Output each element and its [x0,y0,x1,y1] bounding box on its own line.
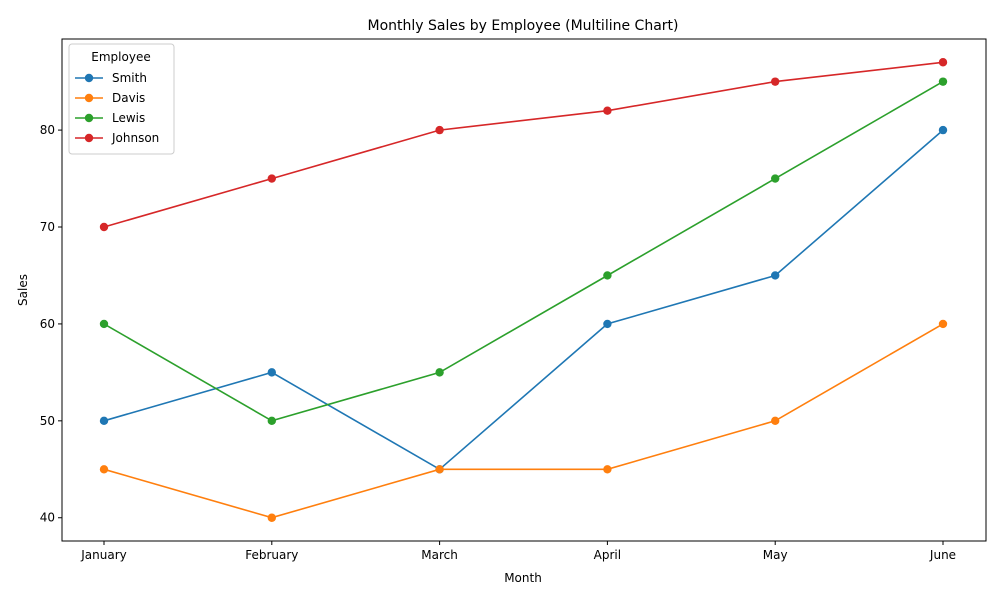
series-line-smith [103,129,944,471]
series-johnson [99,58,948,232]
data-point-lewis [938,77,948,86]
legend: Employee Smith Davis Lewis Johnson [68,43,175,155]
legend-label-lewis: Lewis [112,111,145,125]
series-davis [99,319,948,522]
y-tick-label: 80 [40,123,55,137]
legend-label-davis: Davis [112,91,145,105]
x-tick-label: June [929,548,956,562]
data-point-johnson [771,77,780,86]
data-point-smith [99,416,109,426]
legend-marker-davis [84,93,94,103]
x-axis: January February March April May June [80,541,956,562]
data-point-lewis [99,319,109,329]
data-point-johnson [267,174,276,183]
y-axis-label: Sales [16,274,30,306]
series-line-davis [103,323,944,519]
data-point-lewis [435,368,444,377]
data-point-davis [603,465,612,474]
x-tick-label: January [80,548,127,562]
plot-frame [61,38,987,542]
series-line-johnson [103,61,944,228]
data-point-lewis [267,416,276,426]
legend-entry-lewis: Lewis [75,111,145,125]
x-tick-label: March [421,548,458,562]
y-tick-label: 70 [40,220,55,234]
y-tick-label: 40 [40,511,55,525]
chart-title: Monthly Sales by Employee (Multiline Cha… [368,18,679,34]
legend-label-smith: Smith [112,71,147,85]
legend-entry-smith: Smith [75,71,147,85]
legend-title: Employee [91,50,150,64]
x-axis-label: Month [504,571,542,585]
data-point-smith [771,271,780,280]
y-tick-label: 60 [40,317,55,331]
legend-marker-smith [84,73,94,83]
legend-marker-johnson [84,133,94,143]
data-point-johnson [603,106,612,115]
data-point-smith [267,368,276,377]
series-smith [99,125,948,474]
series-line-lewis [103,80,944,422]
data-point-davis [938,319,948,329]
legend-marker-lewis [84,113,94,123]
legend-box [68,43,175,155]
data-point-smith [938,125,948,135]
data-point-davis [99,465,109,474]
legend-entry-davis: Davis [75,91,145,105]
series-group [99,58,948,522]
data-point-johnson [99,222,109,232]
plot-area [61,38,987,542]
data-point-johnson [435,125,444,135]
legend-entries: Smith Davis Lewis Johnson [75,71,159,145]
legend-entry-johnson: Johnson [75,131,159,145]
x-tick-label: February [245,548,298,562]
y-axis: 40 50 60 70 80 [40,123,62,525]
legend-label-johnson: Johnson [111,131,159,145]
data-point-lewis [771,174,780,183]
data-point-davis [435,465,444,474]
data-point-davis [267,513,276,522]
series-lewis [99,77,948,426]
data-point-johnson [938,58,948,67]
data-point-smith [603,319,612,329]
x-tick-label: May [763,548,788,562]
data-point-lewis [603,271,612,280]
data-point-davis [771,416,780,426]
y-tick-label: 50 [40,414,55,428]
x-tick-label: April [594,548,621,562]
